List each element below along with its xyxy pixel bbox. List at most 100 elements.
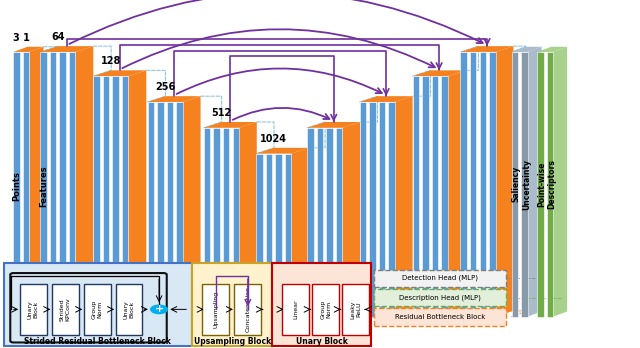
Polygon shape	[336, 128, 342, 317]
Text: Features: Features	[39, 165, 48, 207]
FancyBboxPatch shape	[312, 284, 339, 335]
Polygon shape	[495, 46, 513, 317]
Polygon shape	[13, 52, 20, 314]
FancyBboxPatch shape	[20, 284, 47, 335]
Text: Residual Bottleneck Block: Residual Bottleneck Block	[395, 314, 485, 320]
Polygon shape	[422, 76, 429, 317]
Polygon shape	[388, 102, 395, 317]
Polygon shape	[256, 153, 262, 317]
Text: Saliency
Uncertainty: Saliency Uncertainty	[511, 159, 531, 210]
Polygon shape	[148, 102, 154, 317]
FancyBboxPatch shape	[84, 284, 111, 335]
Polygon shape	[448, 70, 466, 317]
Polygon shape	[239, 122, 257, 317]
Polygon shape	[442, 76, 448, 317]
Polygon shape	[69, 52, 76, 317]
Text: Point-wise
Descriptors: Point-wise Descriptors	[537, 159, 556, 209]
FancyBboxPatch shape	[234, 284, 261, 335]
FancyBboxPatch shape	[192, 263, 272, 346]
Polygon shape	[256, 148, 309, 153]
Polygon shape	[360, 96, 413, 102]
Polygon shape	[266, 153, 272, 317]
FancyBboxPatch shape	[4, 263, 192, 346]
Polygon shape	[148, 96, 200, 102]
Polygon shape	[360, 102, 366, 317]
Polygon shape	[232, 128, 239, 317]
Polygon shape	[413, 76, 419, 317]
Polygon shape	[511, 52, 518, 317]
Polygon shape	[479, 52, 486, 317]
Polygon shape	[379, 102, 385, 317]
Text: Unary
Block: Unary Block	[124, 300, 134, 319]
Polygon shape	[527, 47, 541, 317]
Text: 128: 128	[100, 56, 121, 66]
Polygon shape	[461, 46, 513, 52]
Polygon shape	[40, 46, 93, 52]
Text: Detection Head (MLP): Detection Head (MLP)	[402, 275, 478, 282]
Polygon shape	[167, 102, 173, 317]
Polygon shape	[489, 52, 495, 317]
Polygon shape	[285, 153, 291, 317]
Polygon shape	[317, 128, 323, 317]
Polygon shape	[395, 96, 413, 317]
Polygon shape	[326, 128, 333, 317]
Polygon shape	[93, 76, 100, 317]
Polygon shape	[223, 128, 229, 317]
Polygon shape	[204, 122, 257, 128]
FancyBboxPatch shape	[116, 284, 143, 335]
Polygon shape	[213, 128, 220, 317]
Circle shape	[151, 305, 168, 314]
Text: 256: 256	[155, 82, 175, 92]
Polygon shape	[291, 148, 309, 317]
Text: Concatenation: Concatenation	[245, 286, 250, 332]
FancyBboxPatch shape	[282, 284, 309, 335]
Text: 1024: 1024	[260, 134, 287, 144]
Text: Group
Norm: Group Norm	[92, 300, 102, 319]
Text: Points: Points	[12, 171, 21, 201]
Polygon shape	[103, 76, 109, 317]
Polygon shape	[413, 70, 466, 76]
Polygon shape	[307, 122, 360, 128]
Polygon shape	[29, 47, 44, 314]
Polygon shape	[432, 76, 438, 317]
Polygon shape	[122, 76, 129, 317]
FancyBboxPatch shape	[202, 284, 229, 335]
Text: Upsampling: Upsampling	[213, 291, 218, 328]
FancyBboxPatch shape	[374, 308, 506, 326]
Text: 64: 64	[51, 32, 65, 42]
Text: +: +	[154, 304, 164, 314]
Text: Strided Residual Bottleneck Block: Strided Residual Bottleneck Block	[24, 337, 172, 346]
Text: 512: 512	[211, 108, 232, 118]
Polygon shape	[470, 52, 476, 317]
Polygon shape	[537, 47, 567, 52]
Polygon shape	[50, 52, 56, 317]
Polygon shape	[76, 46, 93, 317]
Polygon shape	[204, 128, 210, 317]
Polygon shape	[511, 47, 541, 52]
Polygon shape	[176, 102, 182, 317]
FancyBboxPatch shape	[374, 269, 506, 287]
Polygon shape	[93, 70, 147, 76]
Text: 3 1: 3 1	[13, 33, 30, 43]
FancyBboxPatch shape	[374, 289, 506, 306]
Text: Strided
KPConv: Strided KPConv	[60, 298, 70, 321]
FancyBboxPatch shape	[272, 263, 371, 346]
Polygon shape	[129, 70, 147, 317]
Polygon shape	[547, 52, 553, 317]
Polygon shape	[307, 128, 314, 317]
Polygon shape	[275, 153, 282, 317]
Text: Upsampling Block: Upsampling Block	[193, 337, 271, 346]
Polygon shape	[521, 52, 527, 317]
FancyBboxPatch shape	[342, 284, 369, 335]
Polygon shape	[13, 47, 44, 52]
Text: Leaky
ReLU: Leaky ReLU	[350, 300, 361, 318]
Polygon shape	[553, 47, 567, 317]
Text: Group
Norm: Group Norm	[321, 300, 331, 319]
Polygon shape	[113, 76, 119, 317]
Text: Description Head (MLP): Description Head (MLP)	[399, 294, 481, 301]
Polygon shape	[60, 52, 66, 317]
Polygon shape	[23, 52, 29, 314]
Polygon shape	[157, 102, 164, 317]
FancyBboxPatch shape	[52, 284, 79, 335]
Polygon shape	[40, 52, 47, 317]
